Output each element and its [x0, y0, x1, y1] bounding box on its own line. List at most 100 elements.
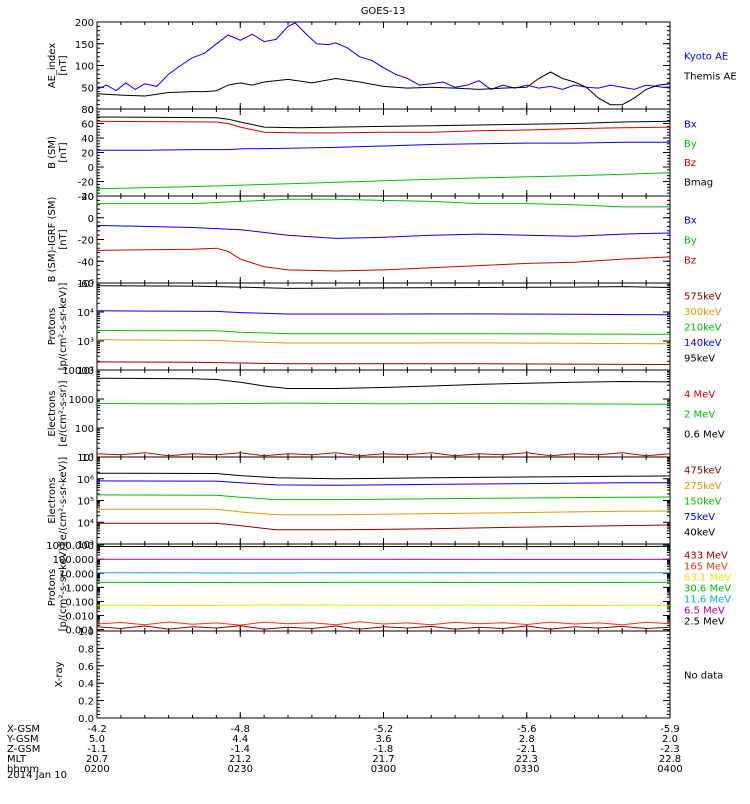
panel-protons_mev: 0.0010.0100.1001.00010.000100.0001000.00… — [46, 541, 731, 637]
y-tick-label: 0.010 — [65, 612, 94, 623]
legend-entry: 210keV — [684, 323, 722, 334]
no-data-label: No data — [684, 671, 723, 682]
legend-entry: 40keV — [684, 527, 715, 538]
y-tick-label: 0 — [88, 214, 94, 225]
series-line-275kev — [97, 509, 670, 515]
series-line-2-mev — [97, 403, 670, 404]
y-axis-label: X-ray — [54, 661, 65, 687]
series-line-bx — [97, 225, 670, 238]
y-tick-label: 20 — [81, 192, 94, 203]
y-tick-label: 20 — [81, 149, 94, 160]
y-tick-label: 1000 — [69, 395, 94, 406]
y-axis-label: Electrons — [47, 477, 58, 523]
panel-frame — [97, 22, 670, 109]
y-tick-label: 10⁶ — [77, 475, 94, 486]
y-tick-label: -20 — [78, 178, 94, 189]
series-line-bmag — [97, 117, 670, 128]
legend-entry: 30.6 MeV — [684, 584, 731, 595]
y-axis-label: [p/(cm²-s-sr-keV)] — [58, 544, 69, 632]
plot-title: GOES-13 — [361, 6, 406, 17]
y-axis-label: [nT] — [58, 55, 69, 75]
legend-entry: 165 MeV — [684, 562, 728, 573]
series-line-150kev — [97, 495, 670, 500]
y-tick-label: 150 — [75, 40, 94, 51]
y-axis-label: AE_index — [47, 43, 58, 89]
y-tick-label: 200 — [75, 18, 94, 29]
series-line-300kev — [97, 340, 670, 344]
series-line-575kev — [97, 362, 670, 365]
y-axis-label: [e/(cm²-s-sr)] — [58, 380, 69, 446]
y-axis-label: Protons — [47, 569, 58, 606]
y-axis-label: B (SM)-IGRF (SM) — [47, 197, 58, 283]
y-tick-label: 50 — [81, 83, 94, 94]
y-tick-label: 10³ — [77, 337, 94, 348]
legend-entry: 275keV — [684, 481, 722, 492]
y-axis-label: [nT] — [58, 142, 69, 162]
series-line-165-mev — [97, 622, 670, 625]
series-line-by — [97, 199, 670, 207]
legend-entry: 11.6 MeV — [684, 595, 731, 606]
y-tick-label: 10⁵ — [77, 497, 94, 508]
x-tick-value: 0330 — [514, 764, 539, 775]
panel-frame — [97, 544, 670, 631]
legend-entry: Bmag — [684, 177, 713, 188]
series-line-bz — [97, 248, 670, 271]
y-axis-label: Protons — [47, 308, 58, 345]
y-tick-label: 40 — [81, 134, 94, 145]
y-tick-label: 100 — [75, 424, 94, 435]
y-tick-label: 1.000 — [65, 583, 94, 594]
legend-entry: 300keV — [684, 307, 722, 318]
legend-entry: 475keV — [684, 466, 722, 477]
x-tick-value: 0200 — [84, 764, 109, 775]
legend-entry: 0.6 MeV — [684, 430, 725, 441]
legend-entry: Bz — [684, 158, 696, 169]
y-axis-label: B (SM) — [47, 136, 58, 169]
legend-entry: 140keV — [684, 338, 722, 349]
series-line-140kev — [97, 311, 670, 315]
legend-entry: 75keV — [684, 512, 715, 523]
panel-frame — [97, 283, 670, 370]
y-tick-label: 0.8 — [78, 644, 94, 655]
series-line-210kev — [97, 331, 670, 335]
panel-electrons_kev: 10³10⁴10⁵10⁶10⁷Electrons[e/(cm²-s-sr-keV… — [47, 453, 722, 551]
legend-entry: By — [684, 139, 697, 150]
legend-entry: Bz — [684, 256, 696, 267]
legend-entry: Themis AE — [683, 72, 737, 83]
y-tick-label: 0.4 — [78, 679, 94, 690]
x-tick-value: 0400 — [657, 764, 682, 775]
y-tick-label: 10⁵ — [77, 279, 94, 290]
y-tick-label: 1.0 — [78, 627, 94, 638]
legend-entry: 433 MeV — [684, 551, 728, 562]
y-tick-label: 10⁴ — [77, 308, 94, 319]
y-tick-label: 100 — [75, 62, 94, 73]
panel-frame — [97, 631, 670, 718]
y-tick-label: 0.2 — [78, 697, 94, 708]
legend-entry: Bx — [684, 120, 697, 131]
y-tick-label: 10⁴ — [77, 518, 94, 529]
y-tick-label: -40 — [78, 257, 94, 268]
y-tick-label: 10000 — [62, 366, 94, 377]
legend-entry: Kyoto AE — [684, 52, 728, 63]
legend-entry: 150keV — [684, 497, 722, 508]
y-tick-label: 0.6 — [78, 662, 94, 673]
x-tick-value: 0230 — [228, 764, 253, 775]
y-tick-label: -20 — [78, 236, 94, 247]
y-tick-label: 80 — [81, 105, 94, 116]
series-line-75kev — [97, 481, 670, 485]
series-line-themis-ae — [97, 72, 670, 105]
y-tick-label: 1000.000 — [46, 541, 94, 552]
panel-frame — [97, 457, 670, 544]
series-line-bx — [97, 142, 670, 150]
series-line-by — [97, 173, 670, 189]
legend-entry: Bx — [684, 216, 697, 227]
legend-entry: 4 MeV — [684, 390, 715, 401]
series-line-0.6-mev — [97, 378, 670, 388]
